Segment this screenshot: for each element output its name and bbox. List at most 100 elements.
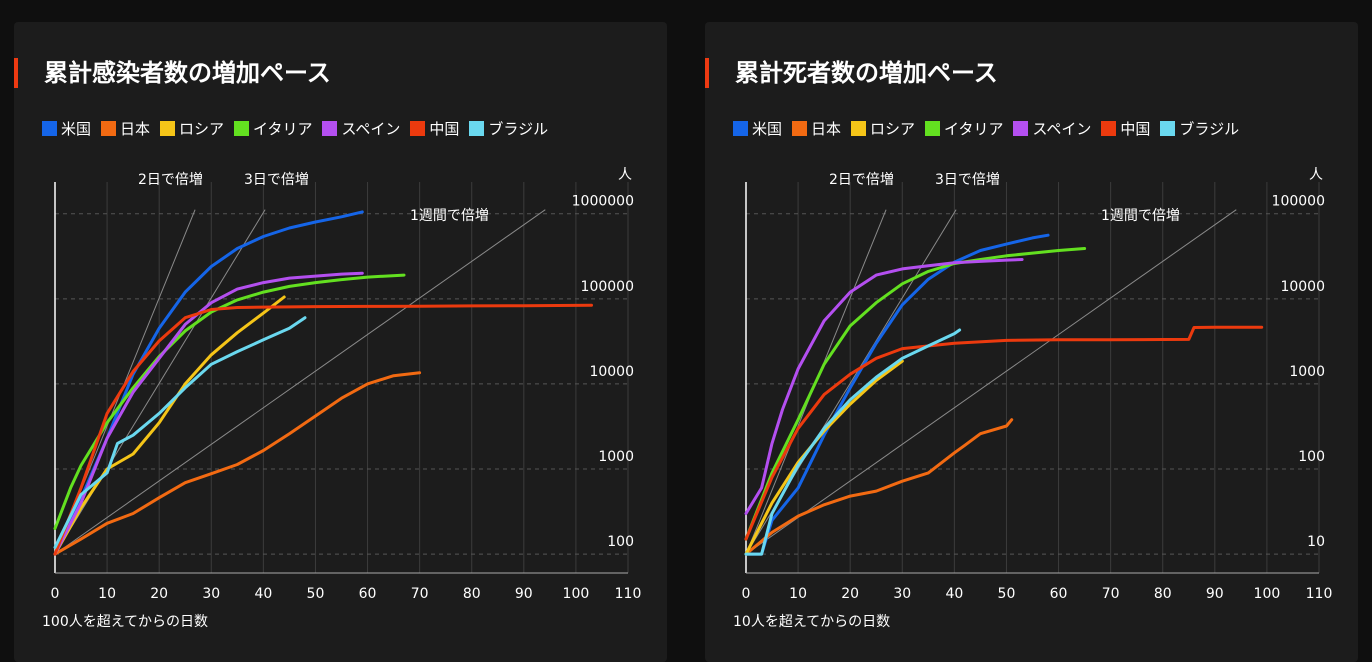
legend-label: 中国: [429, 120, 460, 138]
legend-swatch: [160, 121, 176, 136]
x-tick-label: 70: [1102, 586, 1120, 602]
legend-label: ブラジル: [1179, 120, 1240, 138]
doubling-reference-line: [54, 209, 266, 555]
legend-swatch: [410, 121, 426, 136]
x-tick-label: 110: [1306, 586, 1333, 602]
cases-chart-panel: 累計感染者数の増加ペース 米国 日本 ロシア イタリア スペイン 中国 ブラジル 0 10 20…: [14, 22, 667, 662]
legend-swatch: [42, 121, 57, 136]
x-tick-label: 100: [1254, 586, 1281, 602]
legend-item: 日本: [101, 118, 150, 139]
legend-swatch: [925, 121, 941, 136]
legend-swatch: [1013, 121, 1029, 136]
x-tick-label: 60: [1050, 586, 1068, 602]
x-tick-label: 0: [742, 586, 751, 602]
x-tick-label: 100: [563, 586, 590, 602]
x-tick-label: 40: [254, 586, 272, 602]
legend-item: 米国: [42, 118, 91, 139]
legend-swatch: [851, 121, 867, 136]
legend-item: ブラジル: [469, 118, 548, 139]
x-tick-label: 10: [98, 586, 116, 602]
y-tick-label: 1000: [598, 449, 634, 465]
series-line-1: [53, 371, 422, 556]
series-line-0: [53, 210, 364, 556]
series-line-6: [53, 316, 307, 549]
legend-item: スペイン: [322, 118, 400, 139]
series-line-5: [744, 325, 1264, 541]
y-axis-unit: 人: [1309, 167, 1323, 183]
doubling-reference-line: [745, 209, 1237, 555]
y-tick-label: 100000: [581, 279, 634, 295]
legend-item: 中国: [410, 118, 459, 139]
y-tick-label: 10000: [589, 364, 634, 380]
legend-item: 中国: [1101, 118, 1150, 139]
legend-label: ブラジル: [488, 120, 549, 138]
y-tick-label: 10: [1307, 534, 1325, 550]
x-tick-label: 90: [515, 586, 533, 602]
chart-legend: 米国 日本 ロシア イタリア スペイン 中国 ブラジル: [733, 118, 1239, 139]
x-tick-label: 50: [998, 586, 1016, 602]
x-tick-label: 30: [893, 586, 911, 602]
y-tick-label: 1000000: [572, 194, 634, 210]
legend-label: イタリア: [253, 120, 313, 138]
legend-swatch: [1101, 121, 1117, 136]
legend-swatch: [322, 121, 338, 136]
legend-label: スペイン: [1032, 120, 1092, 138]
cases-chart: 0 10 20 30 40 50 60 70 80 90 100 110 100 1000 10000 100…: [42, 167, 641, 630]
legend-swatch: [733, 121, 748, 136]
doubling-reference-label: 3日で倍増: [244, 172, 309, 188]
series-line-0: [744, 233, 1050, 556]
x-axis-title: 10人を超えてからの日数: [733, 614, 890, 630]
legend-label: ロシア: [179, 120, 225, 138]
legend-swatch: [792, 121, 808, 136]
doubling-reference-label: 2日で倍増: [829, 172, 894, 188]
legend-label: スペイン: [341, 120, 401, 138]
x-tick-label: 50: [307, 586, 325, 602]
legend-item: 日本: [792, 118, 841, 139]
x-axis-title: 100人を超えてからの日数: [42, 614, 208, 630]
y-tick-label: 100: [1298, 449, 1325, 465]
legend-label: イタリア: [944, 120, 1004, 138]
doubling-reference-line: [54, 209, 546, 555]
doubling-reference-label: 1週間で倍増: [410, 208, 489, 224]
doubling-reference-label: 3日で倍増: [935, 172, 1000, 188]
legend-item: イタリア: [234, 118, 312, 139]
series-line-4: [744, 258, 1024, 515]
deaths-chart: 0 10 20 30 40 50 60 70 80 90 100 110 10 100 1000 10000 1…: [733, 167, 1333, 630]
legend-label: 米国: [752, 120, 783, 138]
legend-swatch: [469, 121, 485, 136]
x-tick-label: 90: [1206, 586, 1224, 602]
deaths-chart-panel: 累計死者数の増加ペース 米国 日本 ロシア イタリア スペイン 中国 ブラジル 0 10 20 3…: [705, 22, 1358, 662]
legend-swatch: [234, 121, 250, 136]
chart-legend: 米国 日本 ロシア イタリア スペイン 中国 ブラジル: [42, 118, 548, 139]
series-line-4: [53, 271, 364, 556]
x-tick-label: 10: [789, 586, 807, 602]
y-axis-unit: 人: [618, 167, 632, 183]
legend-label: ロシア: [870, 120, 916, 138]
legend-item: スペイン: [1013, 118, 1091, 139]
y-tick-label: 10000: [1280, 279, 1325, 295]
legend-label: 中国: [1120, 120, 1151, 138]
legend-swatch: [101, 121, 117, 136]
legend-item: ロシア: [160, 118, 224, 139]
x-tick-label: 20: [841, 586, 859, 602]
series-line-3: [53, 273, 406, 530]
x-tick-label: 40: [945, 586, 963, 602]
legend-label: 日本: [811, 120, 842, 138]
x-tick-label: 70: [411, 586, 429, 602]
x-tick-label: 60: [359, 586, 377, 602]
legend-label: 日本: [120, 120, 151, 138]
doubling-reference-label: 1週間で倍増: [1101, 208, 1180, 224]
legend-item: ロシア: [851, 118, 915, 139]
chart-title: 累計感染者数の増加ペース: [14, 58, 331, 88]
x-tick-label: 0: [51, 586, 60, 602]
y-tick-label: 100000: [1272, 194, 1325, 210]
x-tick-label: 20: [150, 586, 168, 602]
series-line-2: [53, 295, 286, 556]
legend-label: 米国: [61, 120, 92, 138]
series-line-1: [744, 418, 1014, 556]
series-line-3: [744, 247, 1087, 541]
y-tick-label: 1000: [1289, 364, 1325, 380]
legend-swatch: [1160, 121, 1176, 136]
series-line-6: [744, 328, 962, 556]
doubling-reference-label: 2日で倍増: [138, 172, 203, 188]
